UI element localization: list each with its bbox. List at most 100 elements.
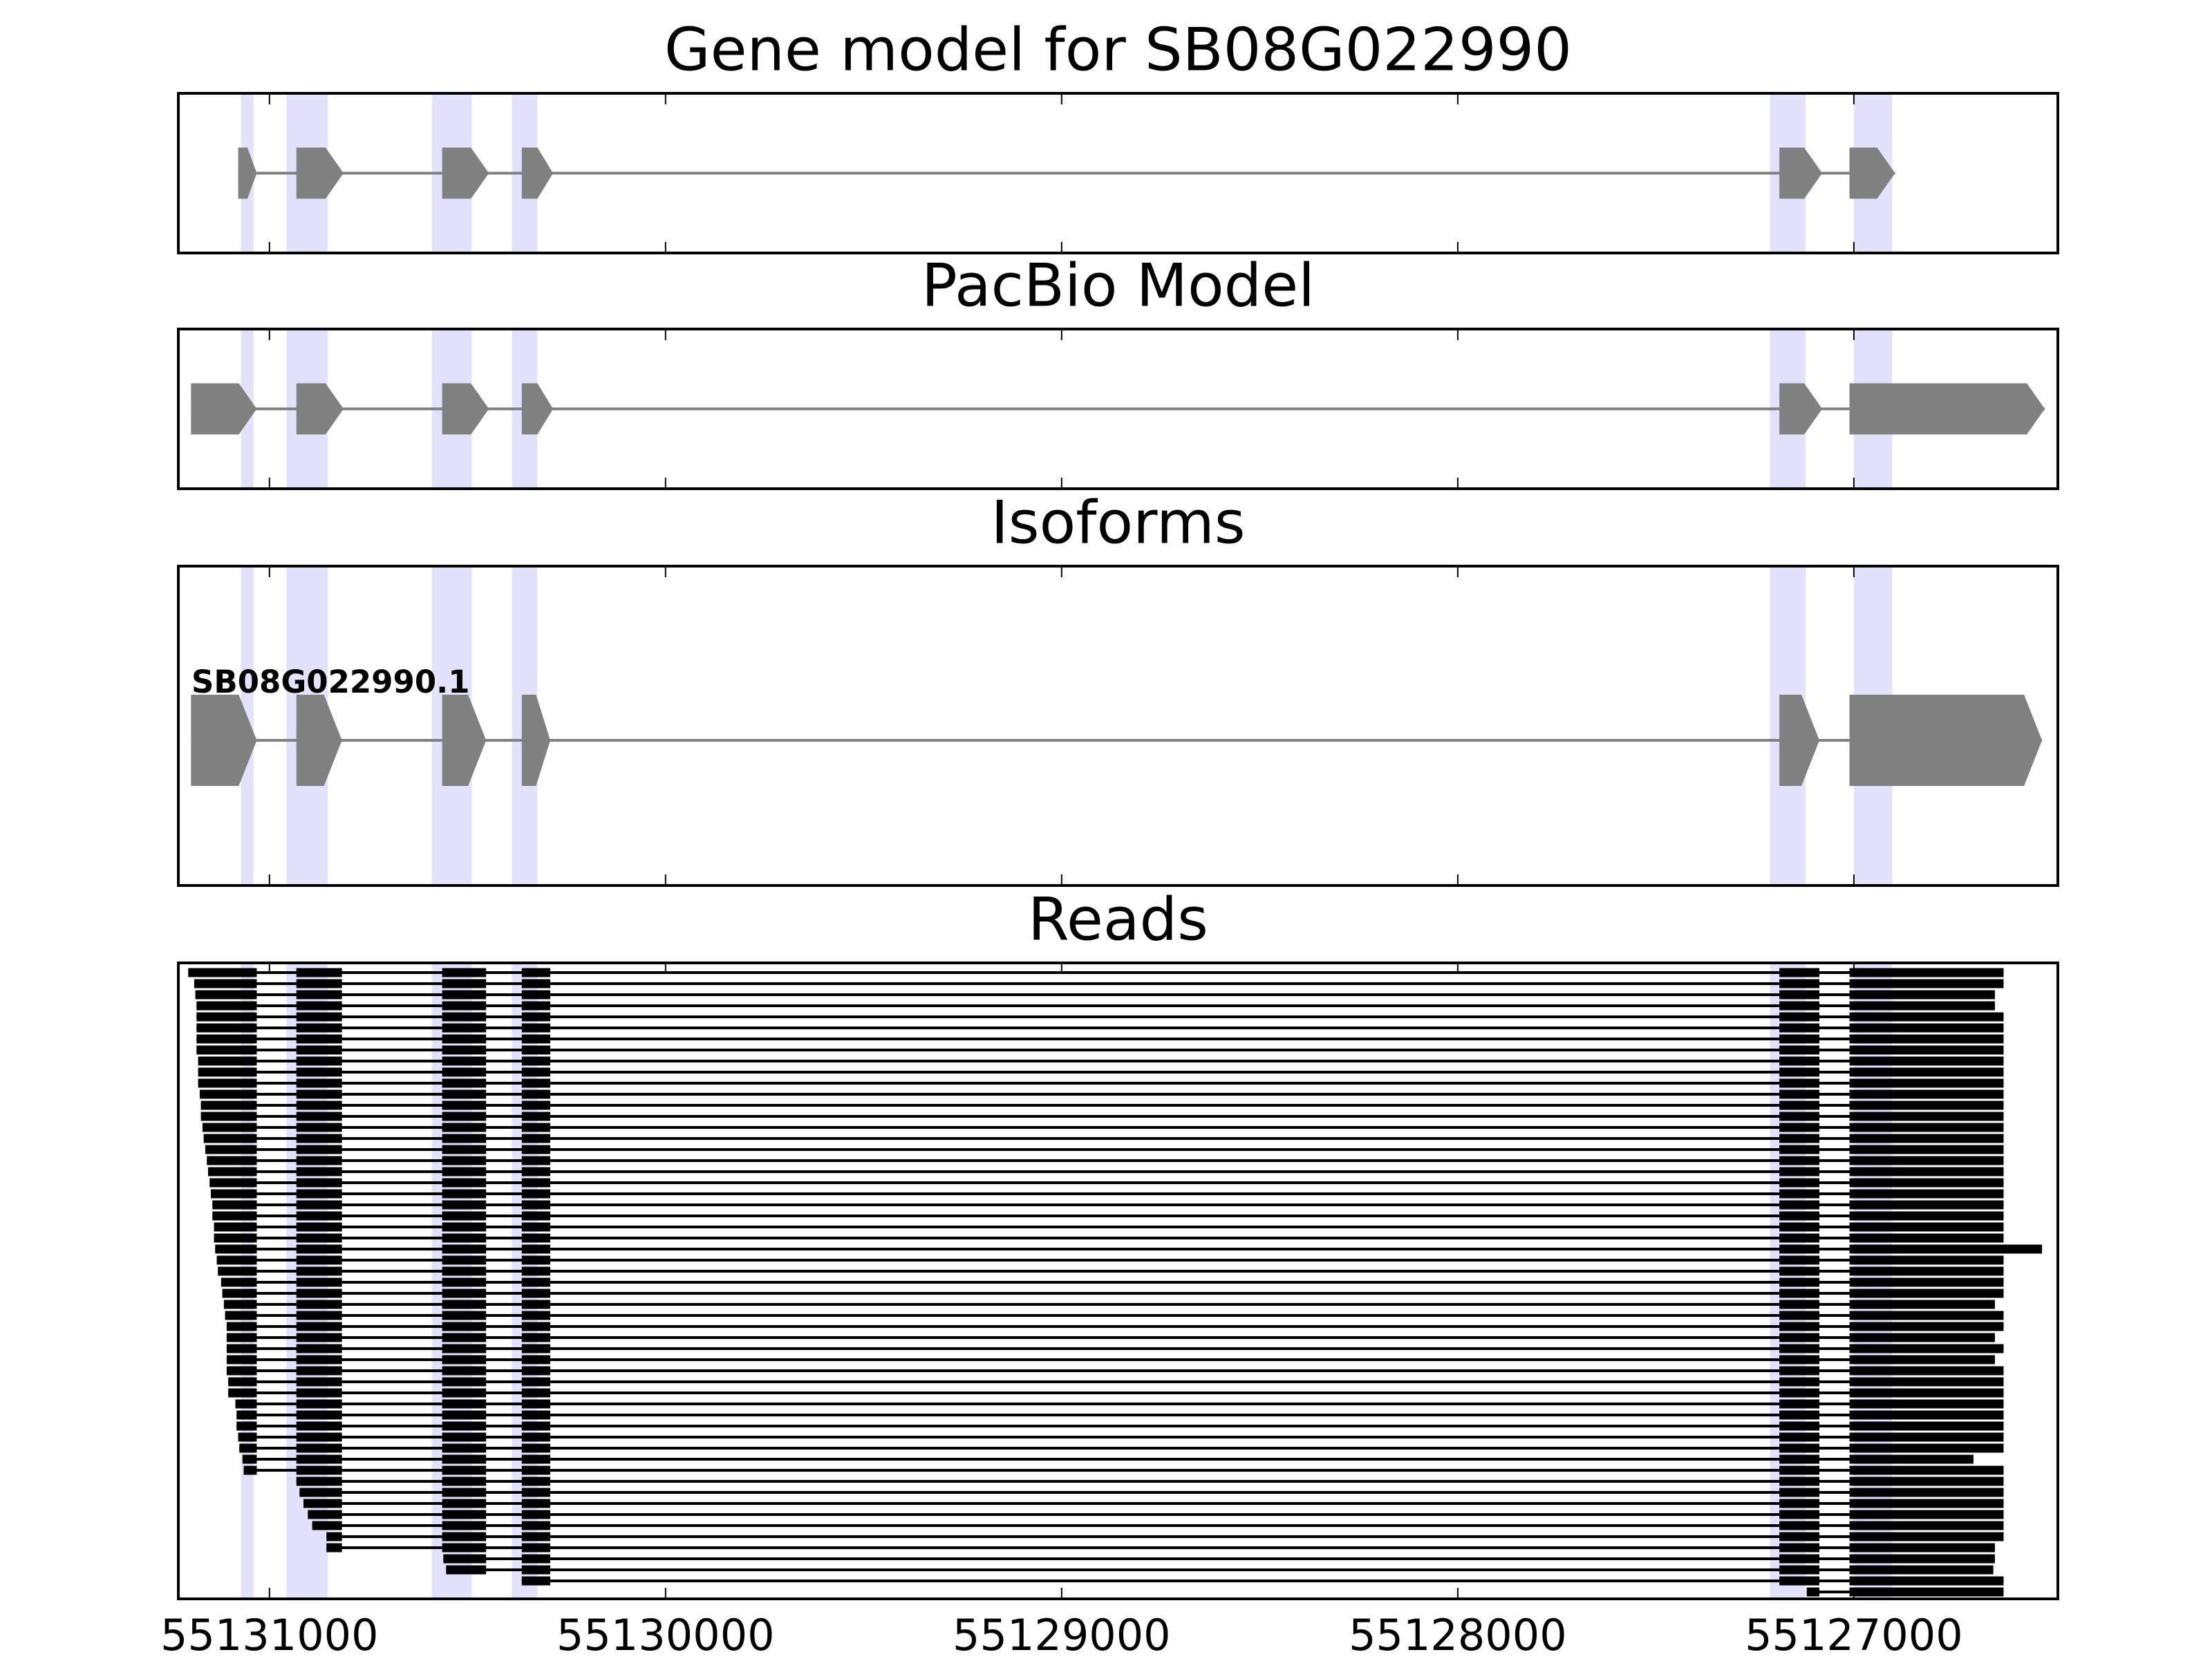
read-block (296, 1145, 342, 1154)
read-block (296, 1167, 342, 1177)
read-block (296, 1156, 342, 1165)
read-block (521, 1454, 551, 1464)
read-block (296, 1244, 342, 1254)
read-block (442, 1189, 487, 1199)
panel-frame (177, 92, 2059, 254)
read-block (1849, 1089, 2004, 1099)
read-block (521, 968, 551, 977)
read-block (442, 1277, 487, 1287)
read-block (296, 1078, 342, 1088)
read-block (299, 1488, 342, 1497)
read-block (1849, 1222, 2004, 1232)
read-block (296, 1421, 342, 1431)
read-block (1779, 1388, 1820, 1398)
read-block (226, 1322, 257, 1331)
read-block (296, 1189, 342, 1199)
read-block (296, 1477, 342, 1486)
read-block (1779, 1156, 1820, 1165)
read-block (442, 968, 487, 977)
panel-title: Reads (1028, 885, 1208, 954)
read-block (1849, 1134, 2004, 1143)
read-block (1779, 1012, 1820, 1022)
read-block (296, 1067, 342, 1077)
exon (442, 383, 489, 435)
read-block (1779, 1178, 1820, 1188)
read-block (1779, 1089, 1820, 1099)
isoform-label: SB08G022990.1 (191, 664, 470, 700)
read-block (225, 1311, 257, 1320)
read-block (521, 1388, 551, 1398)
read-block (442, 979, 487, 988)
exon (442, 695, 487, 786)
read-block (196, 1034, 257, 1044)
exon (1779, 695, 1820, 786)
read-block (1849, 1167, 2004, 1177)
read-block (1779, 1189, 1820, 1199)
read-block (1779, 1222, 1820, 1232)
panel-frame (177, 962, 2059, 1600)
read-block (1849, 1565, 1994, 1575)
read-block (1849, 1443, 2004, 1453)
panel-frame (177, 565, 2059, 887)
read-block (236, 1410, 257, 1420)
read-block (1779, 1543, 1820, 1553)
read-block (521, 1244, 551, 1254)
read-block (442, 1145, 487, 1154)
read-block (200, 1100, 257, 1110)
read-block (442, 1366, 487, 1376)
read-block (1849, 1156, 2004, 1165)
read-block (442, 1454, 487, 1464)
read-block (1779, 1410, 1820, 1420)
read-block (239, 1443, 257, 1453)
read-block (442, 1443, 487, 1453)
read-block (442, 1510, 487, 1519)
exon (296, 695, 342, 786)
read-block (442, 1112, 487, 1121)
read-block (1849, 1355, 1995, 1365)
read-block (1779, 1277, 1820, 1287)
read-block (1779, 1211, 1820, 1221)
read-block (1779, 1510, 1820, 1519)
read-block (521, 1266, 551, 1276)
read-block (521, 1366, 551, 1376)
read-block (1849, 1112, 2004, 1121)
read-block (196, 1023, 257, 1033)
read-block (442, 1056, 487, 1066)
read-block (1779, 1322, 1820, 1331)
read-block (521, 1200, 551, 1210)
panel (191, 329, 2045, 489)
read-block (521, 1510, 551, 1519)
read-block (212, 1200, 257, 1210)
read-block (1849, 1510, 2004, 1519)
read-block (1849, 1421, 2004, 1431)
read-block (1849, 1023, 2004, 1033)
read-block (442, 1123, 487, 1132)
read-block (1779, 1034, 1820, 1044)
read-block (1849, 1266, 2004, 1276)
read-block (1849, 1488, 2004, 1497)
read-block (442, 1034, 487, 1044)
read-block (222, 1288, 257, 1298)
read-block (202, 1123, 257, 1132)
read-block (200, 1112, 257, 1121)
exon (296, 147, 344, 199)
read-block (1849, 1477, 2004, 1486)
read-block (1779, 1123, 1820, 1132)
read-block (442, 1311, 487, 1320)
read-block (296, 968, 342, 977)
read-block (1779, 1311, 1820, 1320)
read-block (1779, 1134, 1820, 1143)
read-block (521, 1377, 551, 1387)
read-block (521, 1233, 551, 1243)
exon (238, 147, 257, 199)
read-block (442, 1266, 487, 1276)
read-block (198, 1078, 257, 1088)
read-block (1849, 1322, 2004, 1331)
read-block (442, 1211, 487, 1221)
read-block (235, 1399, 257, 1409)
read-block (521, 1045, 551, 1055)
panel (188, 963, 2043, 1599)
read-block (442, 1322, 487, 1331)
read-block (521, 1067, 551, 1077)
read-block (223, 1300, 257, 1309)
